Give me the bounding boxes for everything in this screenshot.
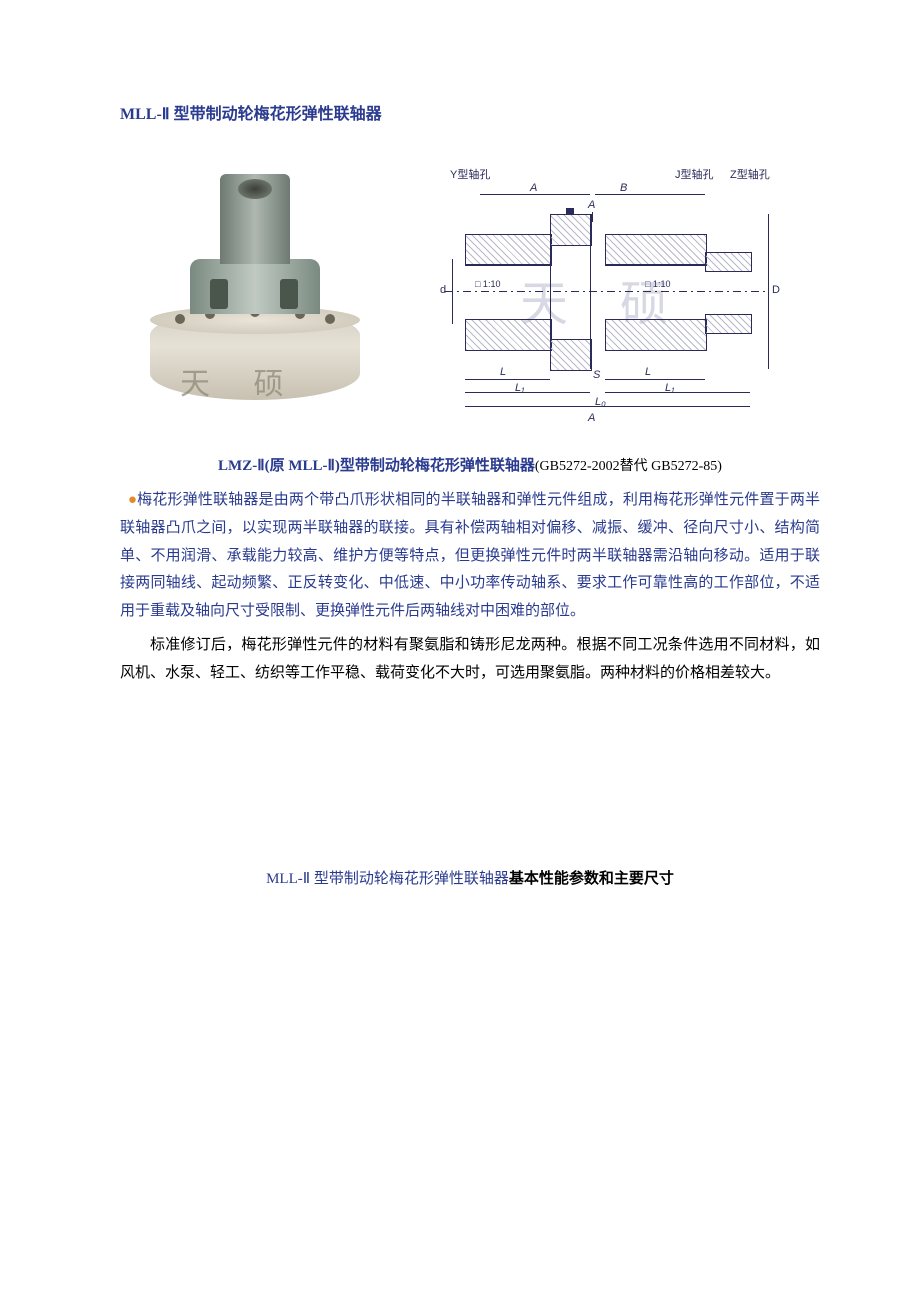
subtitle: LMZ-Ⅱ(原 MLL-Ⅱ)型带制动轮梅花形弹性联轴器(GB5272-2002替… (120, 454, 820, 475)
section-2-heading: MLL-Ⅱ 型带制动轮梅花形弹性联轴器基本性能参数和主要尺寸 (120, 867, 820, 888)
claw-slot (280, 279, 298, 309)
engineering-drawing: 天 硕 Y型轴孔 J型轴孔 Z型轴孔 A B A (420, 164, 780, 424)
dim-L: L (645, 366, 651, 378)
label-z-bore: Z型轴孔 (730, 166, 770, 182)
taper-label: □ 1:10 (645, 279, 670, 289)
dim-S: S (593, 369, 600, 381)
photo-watermark: 天 硕 (180, 359, 302, 403)
dim-line (465, 379, 550, 380)
subtitle-standard: (GB5272-2002替代 GB5272-85) (535, 459, 722, 474)
bore-hole (238, 179, 272, 199)
dim-line (595, 194, 705, 195)
outline (465, 264, 550, 265)
taper-label: □ 1:10 (475, 279, 500, 289)
dim-line (605, 379, 705, 380)
outline (605, 319, 705, 320)
centerline (445, 291, 765, 292)
dim-d: d (440, 284, 446, 296)
bolt-icon (325, 314, 335, 324)
outline (605, 264, 705, 265)
dim-line (605, 392, 750, 393)
dim-line (452, 259, 453, 324)
bullet-icon: ● (128, 492, 137, 508)
dim-line (465, 406, 750, 407)
dim-L0: L₀ (595, 396, 606, 408)
claw-slot (210, 279, 228, 309)
dim-D: D (772, 284, 780, 296)
dim-A: A (530, 182, 537, 194)
section-line (592, 212, 593, 222)
section-A-top: A (588, 199, 595, 211)
dim-line (465, 392, 590, 393)
hatch-region (605, 234, 707, 266)
hatch-region (605, 319, 707, 351)
dim-line (768, 214, 769, 369)
figure-row: 天 硕 天 硕 Y型轴孔 J型轴孔 Z型轴孔 A B A (120, 164, 820, 424)
outline (465, 319, 550, 320)
hatch-region (465, 319, 552, 351)
dim-L1: L₁ (665, 382, 675, 394)
section-A-bottom: A (588, 412, 595, 424)
bolt-head (566, 208, 574, 214)
hatch-region (705, 252, 752, 272)
dim-B: B (620, 182, 627, 194)
paragraph-1-text: 梅花形弹性联轴器是由两个带凸爪形状相同的半联轴器和弹性元件组成，利用梅花形弹性元… (120, 492, 820, 619)
dim-L1: L₁ (515, 382, 525, 394)
label-y-bore: Y型轴孔 (450, 166, 490, 182)
paragraph-2: 标准修订后，梅花形弹性元件的材料有聚氨脂和铸形尼龙两种。根据不同工况条件选用不同… (120, 632, 820, 688)
label-j-bore: J型轴孔 (675, 166, 714, 182)
section-2-label: 基本性能参数和主要尺寸 (509, 871, 674, 887)
paragraph-1: ●梅花形弹性联轴器是由两个带凸爪形状相同的半联轴器和弹性元件组成，利用梅花形弹性… (120, 487, 820, 626)
hatch-region (705, 314, 752, 334)
page-title: MLL-Ⅱ 型带制动轮梅花形弹性联轴器 (120, 100, 820, 124)
bolt-icon (175, 314, 185, 324)
hatch-region (550, 214, 592, 246)
dim-line (480, 194, 590, 195)
dim-L: L (500, 366, 506, 378)
product-photo: 天 硕 (120, 164, 380, 424)
hatch-region (550, 339, 592, 371)
section-2-model: MLL-Ⅱ 型带制动轮梅花形弹性联轴器 (266, 871, 509, 887)
subtitle-model: LMZ-Ⅱ(原 MLL-Ⅱ)型带制动轮梅花形弹性联轴器 (218, 458, 535, 474)
hatch-region (465, 234, 552, 266)
